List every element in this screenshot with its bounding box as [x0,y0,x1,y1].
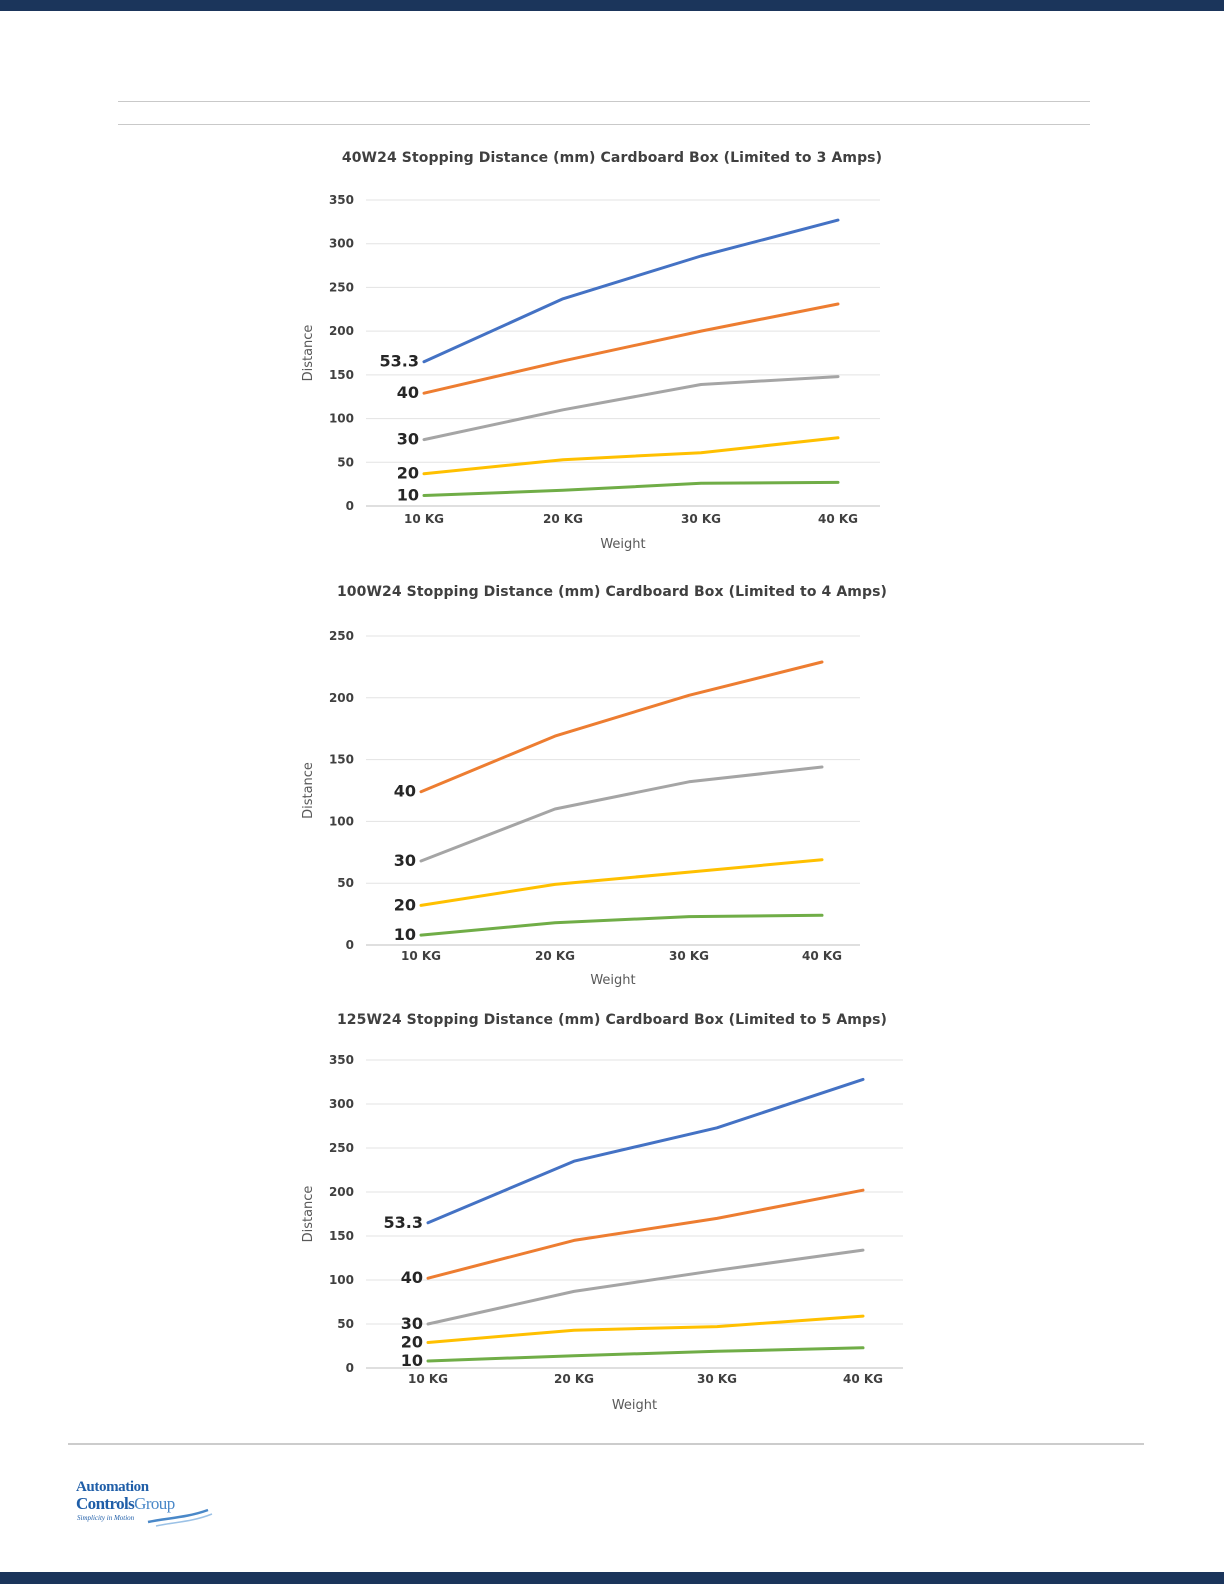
footer-rule [68,1443,1144,1445]
series-label: 20 [401,1332,423,1351]
series-label: 40 [397,383,419,402]
series-line [422,302,840,395]
chart-3: 0 50 100 150 200 250 300 350 10 KG 20 KG 30 KG 40 K… [301,1053,903,1413]
header-rule-top [118,101,1090,102]
series-label: 10 [397,486,419,505]
y-tick-label: 150 [329,753,354,767]
y-tick-label: 0 [346,1361,354,1375]
y-tick-label: 250 [329,629,354,643]
y-tick-label: 350 [329,1053,354,1067]
series-line [419,858,824,907]
series-line [426,1188,865,1280]
header-rule-bottom [118,124,1090,125]
x-tick-label: 30 KG [669,949,709,963]
y-axis-title: Distance [301,762,316,819]
logo-tagline: Simplicity in Motion [77,1514,135,1522]
x-tick-label: 10 KG [401,949,441,963]
series-line [426,1248,865,1326]
y-tick-label: 200 [329,1185,354,1199]
series-line [419,913,824,937]
y-tick-label: 100 [329,1273,354,1287]
series-line [422,436,840,476]
y-tick-label: 200 [329,324,354,338]
y-tick-label: 0 [346,938,354,952]
series-line [419,660,824,794]
series-line [422,218,840,364]
series-label: 30 [401,1314,423,1333]
chart-2: 0 50 100 150 200 250 10 KG 20 KG 30 KG 40 KG Weigh… [301,629,860,988]
series-line [426,1314,865,1344]
company-logo: Automation ControlsGroup Simplicity in M… [76,1480,216,1530]
y-axis-title: Distance [301,1186,316,1243]
y-tick-label: 100 [329,814,354,828]
x-tick-label: 40 KG [802,949,842,963]
logo-text-group: Group [134,1494,175,1513]
y-tick-label: 150 [329,368,354,382]
series-label: 30 [397,430,419,449]
x-tick-label: 30 KG [697,1372,737,1386]
series-line [426,1346,865,1363]
y-tick-label: 100 [329,412,354,426]
x-tick-label: 20 KG [554,1372,594,1386]
series-line [419,765,824,863]
series-label: 20 [397,464,419,483]
x-tick-label: 10 KG [408,1372,448,1386]
x-tick-label: 30 KG [681,512,721,526]
series-label: 40 [394,782,416,801]
series-line [422,480,840,497]
y-tick-label: 300 [329,1097,354,1111]
y-tick-label: 50 [337,455,354,469]
x-axis-title: Weight [590,973,635,988]
x-tick-label: 10 KG [404,512,444,526]
y-tick-label: 50 [337,1317,354,1331]
x-tick-label: 20 KG [543,512,583,526]
series-label: 53.3 [384,1213,423,1232]
series-label: 30 [394,851,416,870]
x-tick-label: 40 KG [818,512,858,526]
logo-text-controls: Controls [76,1494,135,1513]
y-axis-title: Distance [301,325,316,382]
chart-3-title: 125W24 Stopping Distance (mm) Cardboard … [336,1012,888,1028]
x-axis-title: Weight [612,1398,657,1413]
x-axis-title: Weight [600,537,645,552]
y-tick-label: 0 [346,499,354,513]
logo-swoosh-icon [147,1508,213,1527]
y-tick-label: 200 [329,691,354,705]
y-tick-label: 50 [337,876,354,890]
logo-text-line1: Automation [76,1479,149,1495]
series-label: 20 [394,895,416,914]
series-label: 10 [394,925,416,944]
header-bar [0,0,1224,11]
series-line [426,1077,865,1225]
y-tick-label: 250 [329,1141,354,1155]
y-tick-label: 150 [329,1229,354,1243]
x-tick-label: 40 KG [843,1372,883,1386]
x-tick-label: 20 KG [535,949,575,963]
logo-text-line2: ControlsGroup [76,1495,175,1512]
chart-1: 0 50 100 150 200 250 300 350 10 KG 20 KG 30 KG 40 K… [301,193,880,552]
chart-1-title: 40W24 Stopping Distance (mm) Cardboard B… [341,150,883,166]
y-tick-label: 300 [329,237,354,251]
series-label: 53.3 [380,352,419,371]
series-line [422,375,840,442]
footer-bar [0,1572,1224,1584]
series-label: 10 [401,1351,423,1370]
chart-2-title: 100W24 Stopping Distance (mm) Cardboard … [336,584,888,600]
y-tick-label: 350 [329,193,354,207]
series-label: 40 [401,1268,423,1287]
y-tick-label: 250 [329,280,354,294]
